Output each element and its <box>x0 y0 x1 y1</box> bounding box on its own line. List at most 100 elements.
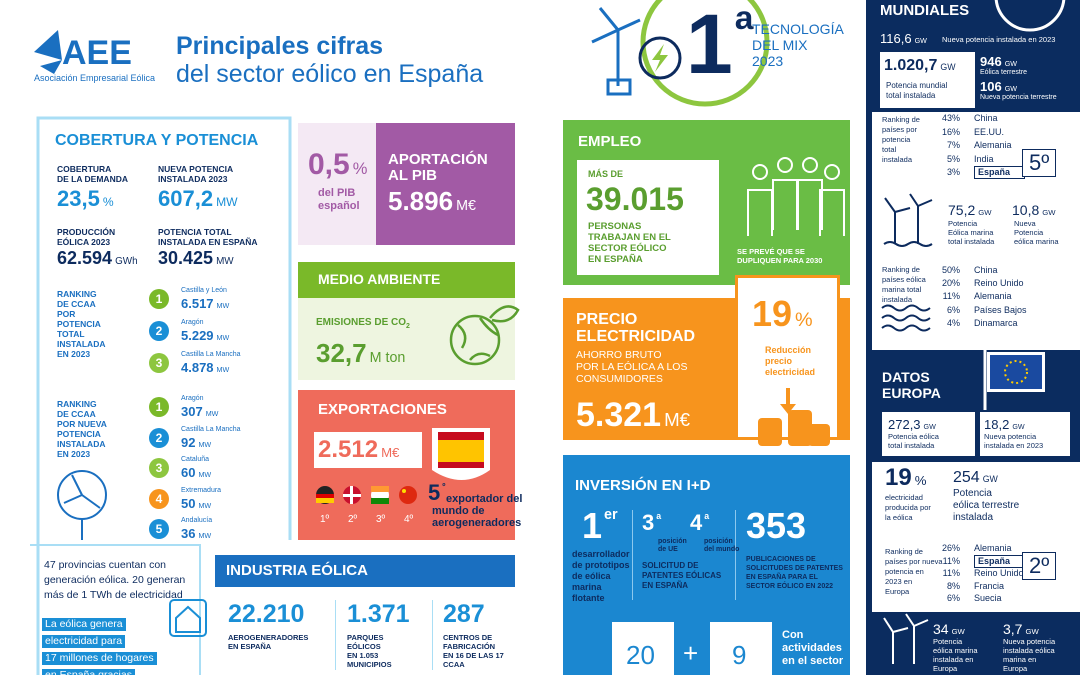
europe-label: total instalada <box>888 441 935 450</box>
mix-ring <box>640 0 770 107</box>
rd-label: de eólica <box>572 571 611 581</box>
rd-box-value: 20 <box>626 640 655 670</box>
price-pct: 19% <box>752 296 813 332</box>
page-subtitle: del sector eólico en España <box>176 60 484 88</box>
section-title: PRECIO <box>576 311 638 328</box>
rank-name: Aragón <box>181 319 204 326</box>
employment-value: 39.015 <box>586 181 684 217</box>
price-label: CONSUMIDORES <box>576 373 663 385</box>
flag-rank: 4º <box>404 514 414 525</box>
rank-name: Andalucía <box>181 517 213 524</box>
rank-value-number: 92 <box>181 434 196 450</box>
europe-label: eólica terrestre <box>953 500 1020 511</box>
rank-value-unit: MW <box>198 471 212 479</box>
rank-value: 92 MW <box>181 436 211 449</box>
ranking-country: EE.UU. <box>974 126 1005 137</box>
world-value-number: 106 <box>980 79 1002 94</box>
europe-label: producida por <box>885 503 931 512</box>
globe-icon <box>449 305 520 366</box>
rd-bottom-label: Con <box>782 629 804 641</box>
rank-circle: 2 <box>149 321 169 341</box>
emissions-value: 32,7 M ton <box>316 340 405 366</box>
rank-circle: 2 <box>149 427 169 448</box>
stat-label: DE LA DEMANDA <box>57 174 128 184</box>
ranking-title: POTENCIA <box>57 429 101 439</box>
emissions-value-unit: M ton <box>369 350 406 366</box>
europe-label: Potencia eólica <box>888 432 939 441</box>
price-label: AHORRO BRUTO <box>576 349 662 361</box>
stat-label: INSTALADA 2023 <box>158 174 228 184</box>
stat-value: 23,5% <box>57 188 114 210</box>
world-value-unit: GW <box>978 208 992 217</box>
rank-value-number: 307 <box>181 404 203 419</box>
marine-turbine-icon <box>883 193 933 247</box>
exports-value: 2.512 M€ <box>318 438 399 462</box>
europe-value: 254 GW <box>953 470 998 486</box>
world-total-box <box>880 52 975 108</box>
emissions-value-number: 32,7 <box>316 338 367 368</box>
ranking-position: 5º <box>1022 149 1057 178</box>
rank-circle: 3 <box>149 353 169 373</box>
industry-label: CCAA <box>443 660 465 669</box>
ranking-pct: 7% <box>946 140 960 150</box>
europe-value-number: 254 <box>953 469 980 486</box>
rd-label: SECTOR EÓLICO EN 2022 <box>746 583 834 590</box>
rank-circle: 3 <box>149 458 169 478</box>
world-value: 106 GW <box>980 80 1017 93</box>
pib-title: APORTACIÓN <box>388 151 488 168</box>
rd-rank-number: 3 <box>642 510 655 535</box>
rank-circle: 1 <box>149 397 169 417</box>
rank-value-number: 36 <box>181 526 196 541</box>
ranking-pct: 4% <box>946 317 960 328</box>
world-value-unit: GW <box>914 37 927 45</box>
logo-mark <box>34 30 62 74</box>
section-title: MUNDIALES <box>880 2 970 19</box>
ranking-country: España <box>974 554 1026 568</box>
ranking-country: Suecia <box>974 593 1002 603</box>
europe-value: 19% <box>885 466 926 490</box>
highlight-note: electricidad para <box>42 635 126 648</box>
europe-value: 34 GW <box>933 622 965 636</box>
flag-rank: 3º <box>376 514 386 525</box>
employment-pre: MÁS DE <box>588 169 624 179</box>
rd-bottom-label: actividades <box>782 642 842 654</box>
europe-value-number: 272,3 <box>888 417 921 432</box>
ranking-country: India <box>974 153 994 164</box>
ranking-pct: 11% <box>942 291 960 302</box>
mix-rank-unit: a <box>734 0 754 37</box>
rd-rank-number: 1 <box>582 505 603 546</box>
ranking-title: RANKING <box>57 399 97 409</box>
ranking-country: China <box>974 265 998 275</box>
ranking-country: Reino Unido <box>974 568 1024 578</box>
industry-label: EN ESPAÑA <box>228 642 272 651</box>
rank-value-unit: MW <box>198 501 212 510</box>
ranking-pct: 5% <box>946 153 960 164</box>
rank-name: Castilla y León <box>181 287 227 294</box>
world-label: Eólica terrestre <box>980 69 1028 76</box>
ranking-pct: 11% <box>942 555 960 566</box>
rd-label: de UE <box>658 546 678 553</box>
rd-label: marina <box>572 582 602 592</box>
section-title: EXPORTACIONES <box>318 401 447 418</box>
highlight-note: 17 millones de hogares <box>42 652 157 665</box>
europe-value-unit: GW <box>1025 627 1039 636</box>
world-value-unit: GW <box>1004 85 1017 93</box>
world-label: Nueva potencia terrestre <box>980 94 1057 101</box>
pib-value: 0,5% <box>308 150 367 180</box>
emissions-label: EMISIONES DE CO2 <box>316 317 410 331</box>
rd-box <box>710 622 772 675</box>
stat-label: PRODUCCIÓN <box>57 227 116 237</box>
stat-label: EÓLICA 2023 <box>57 237 111 247</box>
page-title: Principales cifras <box>176 32 384 60</box>
rank-value-number: 60 <box>181 465 196 480</box>
ranking-title: países eólica <box>882 275 926 284</box>
world-value: 10,8 GW <box>1012 203 1056 217</box>
rank-value-unit: MW <box>205 410 219 418</box>
exports-rank-unit: º <box>442 481 446 491</box>
ranking-pct: 11% <box>942 568 960 578</box>
rd-label: posición <box>658 538 687 545</box>
